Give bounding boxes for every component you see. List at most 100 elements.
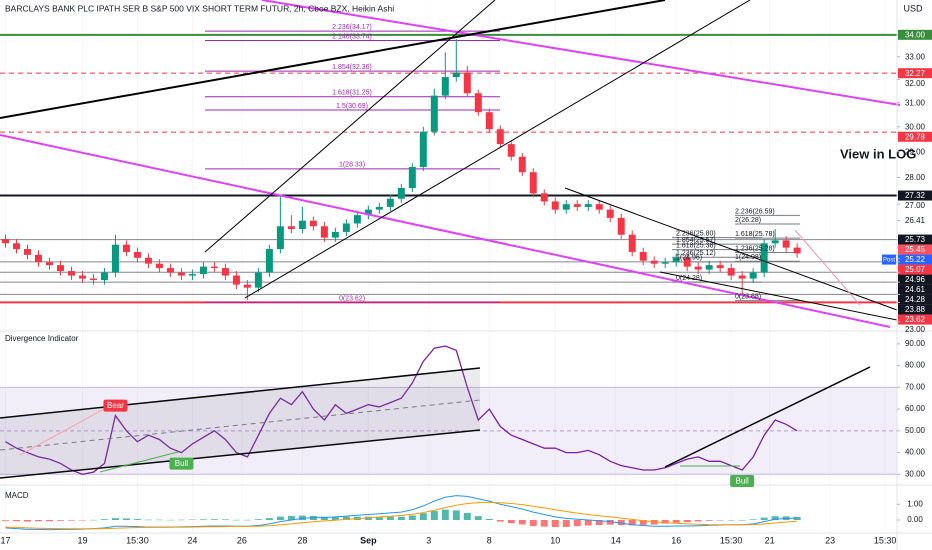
macd-hist-bar: [551, 520, 559, 528]
candle-body: [111, 244, 119, 273]
candle-body: [298, 220, 306, 230]
macd-hist-bar: [507, 520, 515, 524]
candle-body: [771, 240, 779, 244]
candle-body: [375, 206, 383, 210]
y-tick-label: 30.00: [905, 469, 926, 478]
x-tick-label: 28: [297, 535, 307, 545]
y-tick-label: 30.00: [905, 122, 926, 131]
macd-hist-bar: [617, 520, 625, 526]
macd-hist-bar: [474, 516, 482, 520]
candle-body: [540, 193, 548, 202]
macd-hist-bar: [540, 520, 548, 527]
candle-body: [419, 131, 427, 168]
macd-hist-bar: [771, 516, 779, 520]
price-marker-label: 23.88: [905, 305, 926, 314]
fib-label: 2.146(33.74): [332, 33, 372, 40]
trend-line: [659, 271, 898, 321]
x-tick-label: 16: [671, 535, 681, 545]
macd-hist-bar: [320, 516, 328, 520]
trend-line: [794, 229, 861, 306]
price-marker: [898, 131, 932, 142]
macd-hist-bar: [375, 516, 383, 520]
divergence-line: [19, 402, 116, 456]
y-tick-label: 26.41: [905, 216, 926, 225]
macd-hist-bar: [419, 513, 427, 520]
macd-hist-bar: [67, 520, 75, 521]
macd-hist-bar: [386, 516, 394, 520]
price-marker-label: 24.28: [905, 295, 926, 304]
candle-body: [364, 209, 372, 216]
candle-body: [155, 263, 163, 269]
price-marker: [898, 284, 932, 295]
x-tick-label: Sep: [360, 535, 377, 545]
candle-body: [331, 231, 339, 238]
macd-hist-bar: [144, 519, 152, 521]
candle-body: [276, 226, 284, 250]
price-marker-label: 25.73: [905, 235, 926, 244]
price-marker-label: 23.62: [905, 315, 926, 324]
candle-body: [639, 251, 647, 261]
annotation: View in LOG: [840, 146, 916, 161]
macd-hist-bar: [529, 520, 537, 526]
candle-body: [650, 260, 658, 264]
fib-label: 1(24.98): [735, 254, 761, 261]
x-tick-label: 26: [237, 535, 247, 545]
y-tick-label: 23.00: [905, 325, 926, 334]
fib-label: 0(24.28): [676, 275, 702, 282]
macd-hist-bar: [716, 520, 724, 521]
candle-body: [606, 209, 614, 218]
pane-title: MACD: [5, 491, 29, 500]
macd-hist-bar: [562, 520, 570, 527]
fib-label: 1(24.96): [676, 255, 702, 262]
x-tick-label: 15:30: [720, 535, 743, 545]
macd-hist-bar: [408, 515, 416, 520]
macd-hist-bar: [749, 519, 757, 520]
macd-hist-bar: [89, 519, 97, 521]
x-tick-label: 8: [487, 535, 492, 545]
x-tick-label: 23: [825, 535, 835, 545]
price-marker-label: 32.27: [905, 69, 926, 78]
price-marker-label: 29.78: [905, 132, 926, 141]
candle-body: [474, 93, 482, 113]
macd-hist-bar: [463, 512, 471, 520]
fib-label: 1.618(25.38): [676, 242, 716, 249]
candle-body: [23, 249, 31, 255]
candle-body: [144, 257, 152, 264]
candle-body: [78, 275, 86, 279]
fib-label: 1(28.33): [339, 162, 365, 169]
y-tick-label: 32.00: [905, 79, 926, 88]
macd-hist-bar: [628, 520, 636, 526]
candle-body: [628, 234, 636, 252]
macd-hist-bar: [221, 519, 229, 520]
candle-body: [573, 204, 581, 207]
trend-line: [204, 0, 496, 253]
trend-line: [0, 0, 666, 119]
candle-body: [133, 251, 141, 258]
y-tick-label: 60.00: [905, 404, 926, 413]
candle-body: [463, 72, 471, 94]
osc-channel: [0, 429, 481, 479]
candle-body: [496, 129, 504, 145]
macd-hist-bar: [210, 519, 218, 520]
candle-body: [529, 172, 537, 194]
macd-hist-bar: [694, 520, 702, 522]
candle-body: [309, 220, 317, 227]
candle-body: [452, 72, 460, 78]
macd-hist-bar: [705, 520, 713, 521]
candle-body: [617, 217, 625, 235]
candle-body: [430, 95, 438, 132]
candle-body: [177, 272, 185, 276]
osc-channel-fill: [0, 368, 480, 478]
candle-body: [353, 215, 361, 224]
candle-body: [672, 257, 680, 263]
post-tag-label: Post: [883, 258, 895, 264]
macd-hist-bar: [298, 515, 306, 520]
macd-hist-bar: [133, 519, 141, 520]
channel-line: [261, 0, 901, 106]
candle-body: [727, 268, 735, 276]
candle-body: [386, 198, 394, 207]
candle-body: [188, 274, 196, 276]
price-marker: [898, 29, 932, 40]
candle-body: [265, 249, 273, 273]
